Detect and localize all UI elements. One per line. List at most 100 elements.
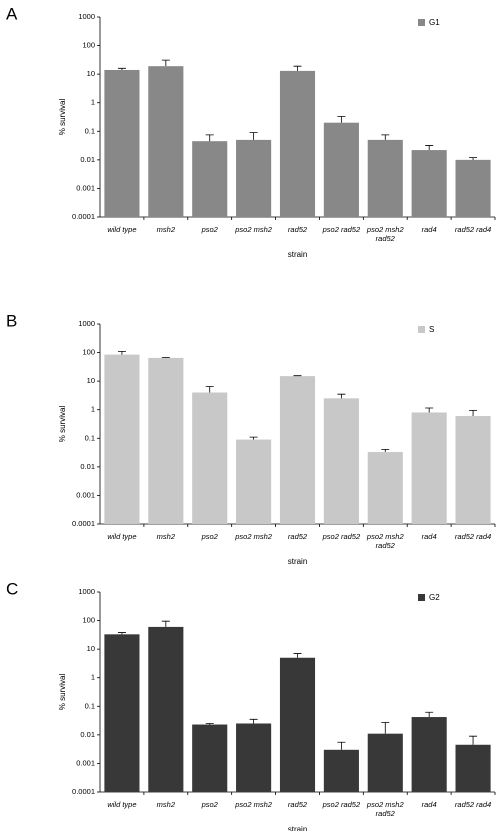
error-bar xyxy=(425,145,434,151)
x-axis-title: strain xyxy=(288,250,308,259)
bar xyxy=(148,357,184,524)
bar xyxy=(279,376,316,524)
x-tick-label: pso2 msh2 xyxy=(235,800,272,809)
error-bar xyxy=(117,350,126,355)
error-bar xyxy=(249,132,258,140)
error-bar xyxy=(381,448,390,453)
bar xyxy=(323,398,359,524)
y-tick-label: 0.1 xyxy=(85,701,95,710)
x-tick-label: rad52 rad4 xyxy=(454,800,492,809)
error-bar xyxy=(117,67,126,70)
x-tick-label: rad52 xyxy=(287,800,308,809)
y-axis-title: % survival xyxy=(58,406,67,443)
y-tick-label: 0.0001 xyxy=(72,519,95,528)
error-bar xyxy=(249,436,258,440)
y-tick-label: 1 xyxy=(91,98,95,107)
x-tick-label: msh2 xyxy=(156,532,175,541)
bar xyxy=(455,159,491,217)
y-axis-title: % survival xyxy=(58,674,67,711)
y-tick-label: 100 xyxy=(82,41,95,50)
panel-label: C xyxy=(6,579,18,598)
error-bar xyxy=(205,723,214,725)
error-bar xyxy=(425,407,434,413)
x-tick-label: pso2 msh2 rad52 xyxy=(366,225,404,243)
x-tick-label: pso2 rad52 xyxy=(322,225,361,234)
bar xyxy=(279,70,316,217)
bar xyxy=(192,724,228,792)
error-bar xyxy=(293,65,302,71)
x-tick-label: msh2 xyxy=(156,225,175,234)
x-tick-label: rad52 rad4 xyxy=(454,225,492,234)
y-tick-label: 0.001 xyxy=(76,490,95,499)
x-axis-title: strain xyxy=(288,825,308,831)
error-bar xyxy=(469,157,478,160)
x-tick-label: pso2 msh2 xyxy=(235,532,272,541)
bar xyxy=(455,744,491,792)
error-bar xyxy=(425,711,434,718)
x-tick-label: pso2 xyxy=(201,800,218,809)
error-bar xyxy=(205,134,214,142)
bar xyxy=(411,717,447,792)
error-bar xyxy=(381,134,390,140)
bar xyxy=(367,452,403,524)
bar xyxy=(323,749,359,792)
x-tick-label: wild type xyxy=(107,532,137,541)
y-tick-label: 1 xyxy=(91,405,95,414)
bar xyxy=(104,354,140,524)
x-tick-label: rad4 xyxy=(421,225,437,234)
error-bar xyxy=(117,632,126,635)
y-tick-label: 10 xyxy=(87,376,95,385)
bar xyxy=(236,723,272,792)
error-bar xyxy=(205,386,214,393)
bar xyxy=(455,416,491,524)
bar xyxy=(236,439,272,524)
x-tick-label: pso2 msh2 rad52 xyxy=(366,800,404,818)
legend-swatch xyxy=(418,326,425,333)
x-tick-label: wild type xyxy=(107,225,137,234)
x-tick-label: rad52 xyxy=(287,225,308,234)
x-tick-label: rad52 rad4 xyxy=(454,532,492,541)
bar xyxy=(367,733,403,792)
error-bar xyxy=(249,718,258,724)
y-tick-label: 1 xyxy=(91,673,95,682)
y-tick-label: 0.01 xyxy=(80,462,95,471)
error-bar xyxy=(161,356,170,358)
y-tick-label: 0.001 xyxy=(76,183,95,192)
x-tick-label: rad4 xyxy=(421,532,437,541)
error-bar xyxy=(337,116,346,123)
y-tick-label: 0.1 xyxy=(85,126,95,135)
x-axis-title: strain xyxy=(288,557,308,566)
bar xyxy=(323,122,359,217)
bar xyxy=(367,139,403,217)
panel-label: A xyxy=(6,4,18,23)
bar xyxy=(279,657,316,792)
y-tick-label: 0.1 xyxy=(85,433,95,442)
x-tick-label: pso2 msh2 rad52 xyxy=(366,532,404,550)
x-tick-label: rad52 xyxy=(287,532,308,541)
bar xyxy=(148,626,184,792)
error-bar xyxy=(469,735,478,745)
bar xyxy=(411,412,447,524)
legend-swatch xyxy=(418,19,425,26)
y-tick-label: 0.0001 xyxy=(72,212,95,221)
bar xyxy=(104,634,140,792)
legend-label: S xyxy=(429,325,434,334)
bar xyxy=(104,69,140,217)
x-tick-label: pso2 rad52 xyxy=(322,532,361,541)
bar xyxy=(192,141,228,217)
x-tick-label: msh2 xyxy=(156,800,175,809)
y-tick-label: 10 xyxy=(87,69,95,78)
error-bar xyxy=(469,409,478,417)
y-axis-title: % survival xyxy=(58,99,67,136)
y-tick-label: 1000 xyxy=(78,12,95,21)
error-bar xyxy=(161,59,170,67)
bar xyxy=(411,150,447,217)
legend-label: G1 xyxy=(429,18,440,27)
error-bar xyxy=(293,653,302,658)
error-bar xyxy=(337,741,346,750)
y-tick-label: 100 xyxy=(82,616,95,625)
panel-label: B xyxy=(6,311,17,330)
y-tick-label: 0.001 xyxy=(76,758,95,767)
